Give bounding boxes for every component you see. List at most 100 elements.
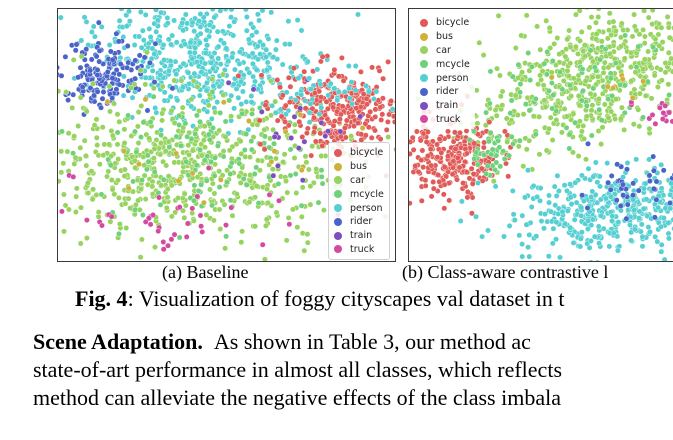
point-car: [224, 167, 231, 174]
point-car: [566, 27, 573, 34]
point-person: [210, 83, 217, 89]
point-person: [578, 204, 585, 211]
point-bicycle: [330, 104, 337, 111]
point-person: [237, 78, 244, 85]
point-person: [214, 28, 221, 35]
point-car: [620, 27, 627, 33]
point-bicycle: [384, 119, 391, 125]
point-mcycle: [529, 63, 535, 70]
point-mcycle: [298, 202, 305, 209]
point-person: [231, 66, 238, 73]
point-truck: [171, 231, 178, 238]
point-person: [217, 61, 224, 67]
point-person: [260, 42, 267, 48]
point-mcycle: [527, 77, 534, 84]
point-mcycle: [566, 145, 573, 152]
legend-label: bus: [436, 31, 454, 43]
point-car: [589, 74, 596, 81]
point-person: [645, 224, 652, 231]
point-car: [595, 96, 602, 102]
point-person: [647, 228, 653, 235]
point-person: [525, 244, 532, 251]
point-person: [345, 63, 352, 69]
point-person: [226, 23, 233, 30]
point-car: [77, 94, 84, 101]
point-car: [617, 43, 624, 50]
point-car: [293, 190, 300, 196]
point-rider: [169, 85, 176, 92]
point-rider: [667, 200, 673, 206]
point-person: [250, 24, 257, 31]
point-mcycle: [548, 80, 555, 86]
point-bus: [640, 78, 647, 85]
point-mcycle: [640, 114, 646, 121]
point-car: [523, 12, 530, 19]
point-person: [90, 23, 97, 30]
point-car: [549, 137, 556, 144]
point-mcycle: [210, 125, 216, 131]
point-mcycle: [567, 82, 573, 89]
point-person: [174, 97, 181, 104]
point-bus: [175, 177, 182, 184]
point-bicycle: [286, 99, 293, 106]
point-car: [91, 122, 98, 129]
point-person: [553, 236, 560, 243]
point-rider: [116, 81, 123, 88]
point-mcycle: [588, 132, 595, 139]
point-car: [645, 14, 652, 21]
point-mcycle: [544, 49, 551, 55]
point-bicycle: [274, 117, 281, 124]
point-person: [533, 233, 540, 240]
point-rider: [94, 88, 101, 95]
point-car: [268, 112, 275, 119]
point-truck: [198, 223, 205, 230]
point-car: [137, 254, 144, 261]
point-car: [73, 185, 80, 192]
point-person: [173, 71, 180, 78]
paragraph-line-1-text: As shown in Table 3, our method ac: [213, 329, 531, 354]
point-bicycle: [446, 197, 453, 204]
point-mcycle: [510, 140, 517, 147]
point-rider: [104, 69, 111, 75]
point-person: [665, 219, 672, 226]
point-truck: [649, 112, 656, 118]
point-person: [585, 217, 592, 224]
point-mcycle: [500, 148, 507, 155]
point-truck: [197, 212, 204, 219]
point-truck: [652, 120, 659, 127]
point-rider: [113, 30, 120, 37]
point-person: [217, 9, 224, 14]
point-car: [85, 190, 92, 196]
point-car: [605, 64, 612, 71]
point-car: [589, 102, 596, 109]
point-car: [162, 148, 169, 155]
point-car: [545, 125, 552, 132]
point-car: [635, 106, 642, 113]
point-bicycle: [436, 136, 443, 142]
point-bicycle: [367, 108, 374, 115]
point-car: [656, 42, 663, 49]
point-rider: [624, 166, 630, 173]
point-car: [599, 124, 606, 131]
point-person: [573, 199, 580, 206]
point-person: [136, 33, 143, 40]
point-car: [106, 83, 113, 90]
point-car: [58, 148, 65, 155]
point-bus: [173, 150, 180, 157]
point-mcycle: [249, 111, 255, 117]
point-mcycle: [227, 171, 234, 177]
point-car: [60, 160, 67, 167]
point-car: [540, 82, 547, 89]
point-person: [259, 9, 266, 14]
point-car: [210, 217, 217, 224]
point-bicycle: [322, 112, 328, 118]
point-car: [582, 53, 589, 59]
legend-marker: [334, 204, 342, 213]
point-car: [576, 102, 583, 109]
point-person: [604, 160, 611, 167]
point-mcycle: [205, 131, 212, 138]
point-rider: [58, 64, 60, 71]
point-car: [131, 157, 138, 164]
point-rider: [109, 75, 116, 82]
point-mcycle: [543, 71, 550, 78]
